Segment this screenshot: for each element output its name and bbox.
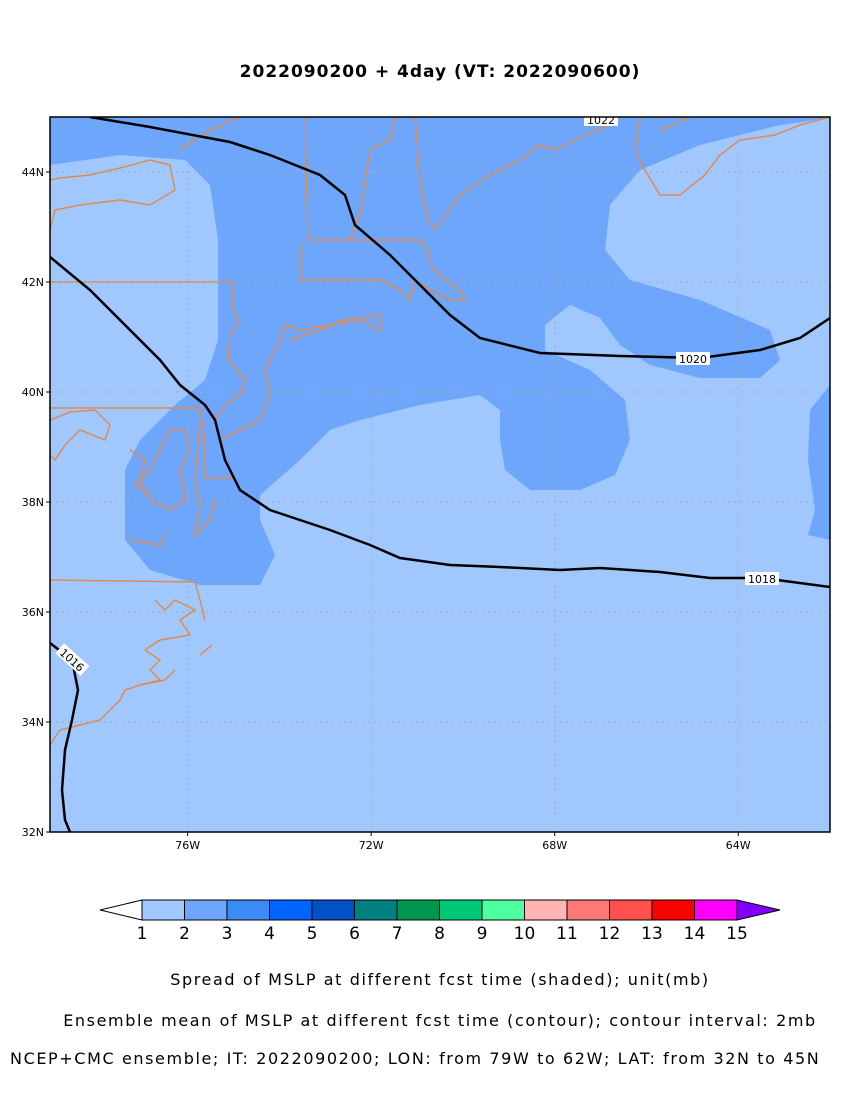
colorbar-label: 2 — [179, 924, 190, 944]
x-tick-label: 72W — [359, 839, 384, 852]
y-tick-label: 40N — [22, 386, 44, 399]
colorbar-label: 8 — [434, 924, 445, 944]
colorbar-box — [184, 899, 228, 921]
contour-label: 1022 — [587, 114, 615, 127]
colorbar-box — [226, 899, 270, 921]
grid — [50, 117, 830, 832]
x-tick-label: 76W — [175, 839, 200, 852]
contour-label-box — [676, 352, 710, 365]
colorbar-under — [99, 899, 143, 921]
contour-line — [50, 256, 830, 589]
colorbar-box — [566, 899, 610, 921]
note: Ensemble mean of MSLP at different fcst … — [63, 1011, 817, 1030]
colorbar-box — [694, 899, 738, 921]
colorbar-box — [141, 899, 185, 921]
colorbar-label: 6 — [349, 924, 360, 944]
colorbar-label: 1 — [137, 924, 148, 944]
colorbar-box — [311, 899, 355, 921]
colorbar-box — [524, 899, 568, 921]
colorbar-box — [609, 899, 653, 921]
map: 1022 1020 1018 1016 — [50, 114, 830, 832]
colorbar-label: 12 — [599, 924, 621, 944]
note: Spread of MSLP at different fcst time (s… — [170, 970, 710, 989]
colorbar-label: 5 — [307, 924, 318, 944]
coastlines — [50, 117, 830, 746]
contour-label: 1020 — [679, 353, 707, 366]
colorbar-over — [736, 899, 781, 921]
y-tick-label: 34N — [22, 716, 44, 729]
contour-label-box — [745, 572, 779, 585]
colorbar-box — [354, 899, 398, 921]
chart-title: 2022090200 + 4day (VT: 2022090600) — [240, 62, 641, 82]
x-tick-label: 68W — [542, 839, 567, 852]
map-frame — [49, 116, 831, 833]
y-tick-label: 32N — [22, 826, 44, 839]
note: NCEP+CMC ensemble; IT: 2022090200; LON: … — [10, 1049, 820, 1068]
colorbar-box — [651, 899, 695, 921]
contour-label-box — [584, 117, 618, 126]
colorbar-label: 14 — [684, 924, 706, 944]
colorbar-label: 11 — [556, 924, 578, 944]
colorbar-box — [269, 899, 313, 921]
colorbar-label: 3 — [222, 924, 233, 944]
shade-2-3 — [50, 117, 830, 585]
colorbar-label: 15 — [726, 924, 748, 944]
colorbar-label: 13 — [641, 924, 663, 944]
colorbar-box — [439, 899, 483, 921]
colorbar-label: 9 — [477, 924, 488, 944]
colorbar-box — [481, 899, 525, 921]
contour-label: 1018 — [748, 573, 776, 586]
contour-line — [89, 117, 830, 360]
colorbar-label: 10 — [514, 924, 536, 944]
colorbar-box — [396, 899, 440, 921]
y-tick-label: 44N — [22, 166, 44, 179]
y-tick-label: 36N — [22, 606, 44, 619]
colorbar-label: 4 — [264, 924, 275, 944]
y-tick-label: 38N — [22, 496, 44, 509]
colorbar: 1 2 3 4 5 6 7 8 9 10 11 12 13 14 15 — [99, 899, 781, 944]
x-tick-label: 64W — [726, 839, 751, 852]
colorbar-label: 7 — [392, 924, 403, 944]
y-tick-label: 42N — [22, 276, 44, 289]
contour-label-box — [55, 643, 90, 676]
